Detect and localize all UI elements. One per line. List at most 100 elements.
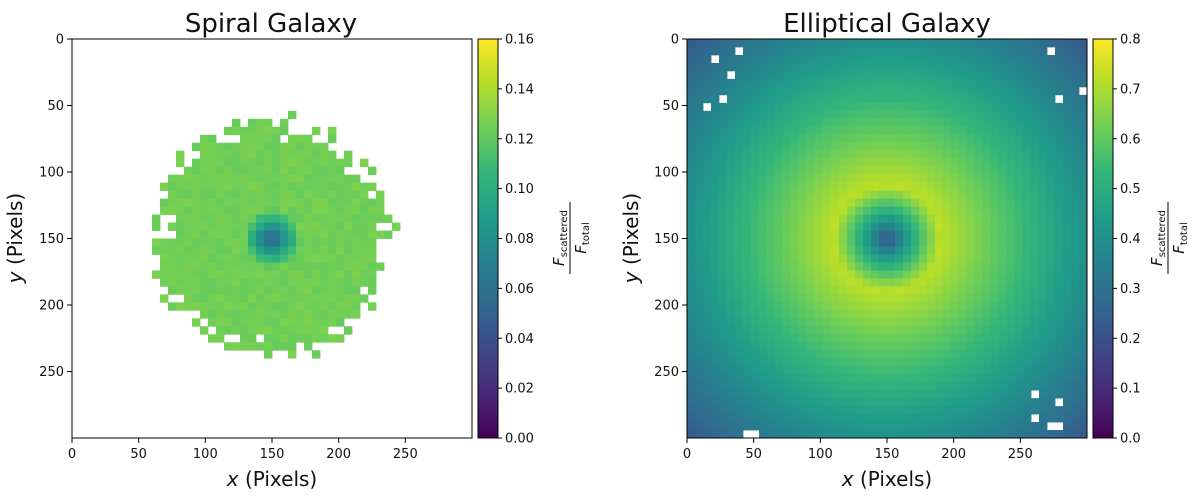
elliptical-heatmap-cell [999, 174, 1008, 184]
elliptical-heatmap-cell [719, 166, 728, 176]
spiral-heatmap-cell [328, 222, 337, 231]
spiral-heatmap-cell [256, 150, 265, 160]
elliptical-heatmap-cell [959, 54, 968, 64]
elliptical-heatmap-cell [983, 206, 992, 215]
elliptical-heatmap-cell [807, 62, 816, 72]
elliptical-heatmap-cell [1055, 70, 1064, 80]
elliptical-heatmap-cell [1071, 366, 1080, 375]
spiral-heatmap-cell [352, 294, 361, 303]
elliptical-heatmap-cell [1015, 166, 1024, 176]
elliptical-heatmap-cell [695, 166, 704, 176]
elliptical-heatmap-cell [695, 246, 704, 255]
elliptical-heatmap-cell [943, 358, 952, 367]
elliptical-heatmap-cell [727, 406, 736, 415]
elliptical-heatmap-cell [751, 230, 760, 239]
elliptical-heatmap-cell [927, 206, 936, 215]
elliptical-heatmap-cell [1015, 374, 1024, 383]
elliptical-heatmap-cell [767, 150, 776, 160]
elliptical-heatmap-cell [727, 134, 736, 144]
elliptical-heatmap-cell [927, 94, 936, 104]
elliptical-heatmap-cell [687, 39, 696, 48]
elliptical-heatmap-cell [823, 118, 832, 128]
spiral-heatmap-cell [256, 318, 265, 327]
elliptical-heatmap-cell [823, 198, 832, 207]
elliptical-heatmap-cell [743, 94, 752, 104]
elliptical-heatmap-cell [1031, 134, 1040, 144]
elliptical-heatmap-cell [791, 414, 800, 423]
elliptical-heatmap-cell [751, 358, 760, 367]
elliptical-heatmap-cell [719, 302, 728, 311]
elliptical-heatmap-cell [687, 334, 696, 343]
elliptical-heatmap-cell [783, 430, 792, 439]
elliptical-heatmap-cell [999, 270, 1008, 279]
elliptical-heatmap-cell [767, 190, 776, 199]
elliptical-heatmap-cell [871, 198, 880, 207]
elliptical-heatmap-cell [815, 150, 824, 160]
spiral-heatmap-cell [256, 238, 265, 247]
elliptical-heatmap-cell [711, 278, 720, 287]
spiral-heatmap-cell [280, 342, 289, 351]
elliptical-heatmap-cell [951, 350, 960, 359]
elliptical-heatmap-cell [967, 62, 976, 72]
elliptical-heatmap-cell [831, 262, 840, 271]
elliptical-heatmap-cell [1023, 166, 1032, 176]
elliptical-heatmap-cell [727, 358, 736, 367]
elliptical-heatmap-cell [735, 230, 744, 239]
elliptical-heatmap-cell [727, 110, 736, 120]
elliptical-heatmap-cell [831, 334, 840, 343]
elliptical-heatmap-cell [927, 174, 936, 184]
elliptical-heatmap-cell [775, 406, 784, 415]
elliptical-heatmap-cell [735, 134, 744, 144]
spiral-heatmap-cell [216, 286, 225, 295]
elliptical-heatmap-cell [911, 54, 920, 64]
spiral-heatmap-cell [240, 150, 249, 160]
elliptical-heatmap-cell [991, 310, 1000, 319]
spiral-heatmap-cell [328, 214, 337, 223]
elliptical-heatmap-cell [903, 214, 912, 223]
elliptical-heatmap-cell [935, 342, 944, 351]
elliptical-heatmap-cell [935, 62, 944, 72]
elliptical-heatmap-cell [775, 398, 784, 407]
elliptical-heatmap-cell [751, 342, 760, 351]
elliptical-heatmap-cell [743, 39, 752, 48]
elliptical-heatmap-cell [911, 318, 920, 327]
elliptical-heatmap-cell [911, 286, 920, 295]
spiral-heatmap-cell [360, 230, 369, 239]
elliptical-heatmap-cell [863, 358, 872, 367]
elliptical-heatmap-cell [943, 406, 952, 415]
elliptical-heatmap-cell [935, 398, 944, 407]
elliptical-heatmap-cell [943, 214, 952, 223]
elliptical-heatmap-cell [823, 166, 832, 176]
elliptical-heatmap-cell [815, 326, 824, 335]
elliptical-heatmap-cell [959, 102, 968, 112]
spiral-heatmap-cell [200, 190, 209, 199]
elliptical-heatmap-cell [807, 366, 816, 375]
spiral-heatmap-cell [240, 206, 249, 215]
elliptical-heatmap-cell [879, 126, 888, 136]
elliptical-heatmap-cell [735, 318, 744, 327]
elliptical-heatmap-cell [743, 174, 752, 184]
spiral-heatmap-cell [256, 182, 265, 192]
elliptical-heatmap-cell [855, 142, 864, 152]
elliptical-heatmap-cell [783, 110, 792, 120]
elliptical-heatmap-cell [783, 206, 792, 215]
elliptical-heatmap-cell [1015, 286, 1024, 295]
elliptical-heatmap-cell [959, 70, 968, 80]
elliptical-heatmap-cell [791, 174, 800, 184]
elliptical-heatmap-cell [847, 182, 856, 192]
elliptical-heatmap-cell [719, 286, 728, 295]
elliptical-heatmap-cell [903, 374, 912, 383]
elliptical-heatmap-cell [951, 142, 960, 152]
elliptical-heatmap-cell [967, 94, 976, 104]
elliptical-heatmap-cell [959, 150, 968, 160]
elliptical-heatmap-cell [735, 246, 744, 255]
spiral-heatmap-cell [272, 230, 281, 239]
elliptical-heatmap-cell [807, 414, 816, 423]
elliptical-heatmap-cell [1031, 326, 1040, 335]
spiral-heatmap-cell [320, 158, 329, 168]
elliptical-heatmap-cell [791, 198, 800, 207]
elliptical-heatmap-cell [1079, 118, 1088, 128]
elliptical-heatmap-cell [767, 254, 776, 263]
elliptical-heatmap-cell [983, 126, 992, 136]
elliptical-heatmap-cell [863, 254, 872, 263]
